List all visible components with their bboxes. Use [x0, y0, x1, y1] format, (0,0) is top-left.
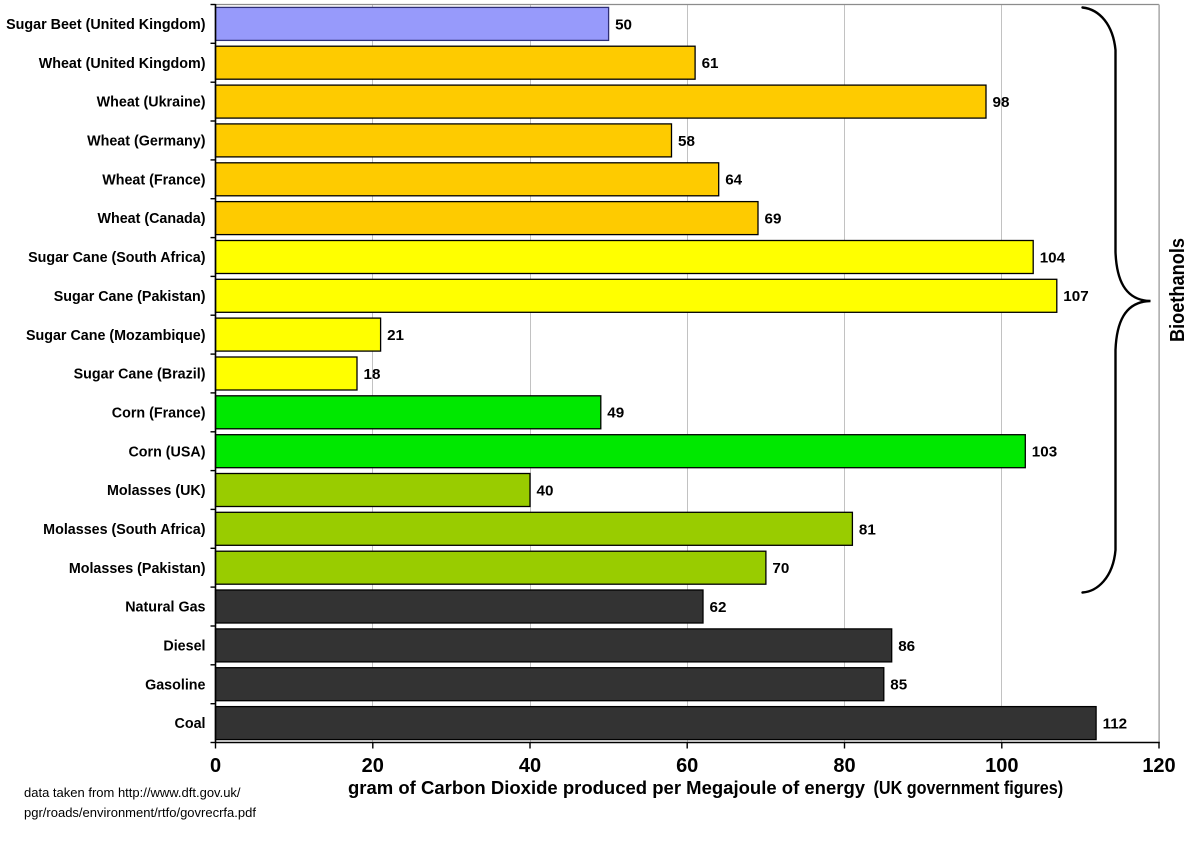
svg-text:58: 58: [678, 133, 695, 150]
svg-text:Bioethanols: Bioethanols: [1167, 238, 1189, 342]
svg-text:40: 40: [519, 755, 541, 777]
svg-text:(UK government figures): (UK government figures): [874, 777, 1064, 798]
svg-text:Gasoline: Gasoline: [145, 677, 205, 693]
svg-text:86: 86: [898, 638, 915, 655]
svg-text:81: 81: [859, 521, 876, 538]
svg-text:49: 49: [607, 405, 624, 422]
svg-text:Diesel: Diesel: [163, 639, 205, 655]
svg-text:80: 80: [833, 755, 855, 777]
svg-text:64: 64: [725, 172, 742, 189]
svg-text:50: 50: [615, 16, 632, 33]
svg-text:107: 107: [1063, 288, 1088, 305]
svg-text:Molasses (Pakistan): Molasses (Pakistan): [69, 561, 206, 577]
svg-text:18: 18: [364, 366, 381, 383]
svg-text:data taken from http://www.dft: data taken from http://www.dft.gov.uk/: [24, 785, 241, 800]
svg-text:112: 112: [1103, 716, 1128, 733]
svg-text:100: 100: [985, 755, 1018, 777]
svg-text:Coal: Coal: [175, 716, 206, 732]
svg-text:85: 85: [890, 677, 907, 694]
svg-text:Wheat (United Kingdom): Wheat (United Kingdom): [39, 56, 206, 72]
svg-text:pgr/roads/environment/rtfo/gov: pgr/roads/environment/rtfo/govrecrfa.pdf: [24, 805, 256, 820]
svg-text:Sugar Cane (Mozambique): Sugar Cane (Mozambique): [26, 328, 206, 344]
svg-text:69: 69: [765, 211, 782, 228]
svg-text:Molasses (UK): Molasses (UK): [107, 483, 206, 499]
svg-text:Sugar Beet (United Kingdom): Sugar Beet (United Kingdom): [6, 17, 206, 33]
svg-text:Sugar Cane (Pakistan): Sugar Cane (Pakistan): [54, 289, 206, 305]
svg-text:Natural Gas: Natural Gas: [125, 600, 205, 616]
svg-text:Molasses (South Africa): Molasses (South Africa): [43, 522, 206, 538]
svg-text:Sugar Cane (South Africa): Sugar Cane (South Africa): [28, 250, 206, 266]
svg-text:Corn (USA): Corn (USA): [128, 444, 205, 460]
svg-text:103: 103: [1032, 444, 1057, 461]
svg-text:Wheat (Germany): Wheat (Germany): [87, 134, 206, 150]
svg-text:gram of Carbon Dioxide produce: gram of Carbon Dioxide produced per Mega…: [348, 777, 866, 798]
svg-text:Wheat (Canada): Wheat (Canada): [97, 211, 205, 227]
svg-text:20: 20: [362, 755, 384, 777]
svg-text:Wheat (France): Wheat (France): [102, 172, 206, 188]
svg-text:Wheat (Ukraine): Wheat (Ukraine): [97, 95, 206, 111]
svg-text:21: 21: [387, 327, 404, 344]
svg-text:98: 98: [993, 94, 1010, 111]
svg-text:40: 40: [537, 482, 554, 499]
svg-text:62: 62: [710, 599, 727, 616]
svg-text:70: 70: [772, 560, 789, 577]
svg-text:0: 0: [210, 755, 221, 777]
svg-text:120: 120: [1142, 755, 1175, 777]
svg-text:60: 60: [676, 755, 698, 777]
svg-text:Sugar Cane (Brazil): Sugar Cane (Brazil): [74, 367, 206, 383]
svg-text:104: 104: [1040, 249, 1066, 266]
svg-text:61: 61: [702, 55, 719, 72]
svg-text:Corn (France): Corn (France): [112, 405, 206, 421]
